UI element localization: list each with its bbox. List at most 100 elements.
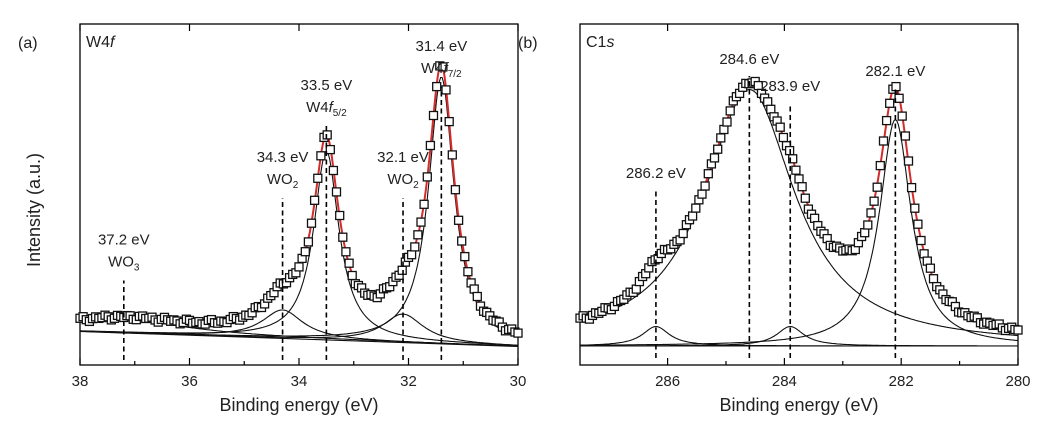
data-point — [444, 116, 454, 127]
data-point — [300, 247, 310, 257]
data-point — [925, 263, 936, 273]
species-subscript: 3 — [134, 263, 140, 274]
species-orbital: f — [444, 60, 450, 77]
data-point — [1013, 325, 1023, 335]
peak-energy-label: 284.6 eV — [719, 51, 779, 68]
peak-species-label: W4f5/2 — [306, 99, 347, 119]
peak-species-label: WO2 — [387, 171, 419, 191]
data-point — [457, 236, 467, 246]
component-peak — [579, 118, 1019, 346]
data-point — [338, 232, 348, 242]
species-subscript: 7/2 — [448, 69, 462, 80]
data-point — [700, 181, 710, 191]
data-point — [687, 211, 698, 221]
x-axis-title: Binding energy (eV) — [719, 395, 878, 415]
data-point — [910, 203, 920, 213]
element-label-orbital: s — [606, 34, 614, 51]
x-tick-label: 38 — [72, 373, 89, 390]
data-point — [406, 250, 417, 260]
data-point — [428, 110, 439, 121]
species-subscript: 5/2 — [333, 108, 347, 119]
x-tick-label: 36 — [181, 373, 198, 390]
peak-species-label: W4f7/2 — [421, 60, 462, 80]
data-point — [897, 111, 907, 121]
plot-frame — [579, 23, 1019, 366]
panel-letter: (a) — [18, 35, 38, 52]
data-point — [328, 165, 339, 176]
species-main: W4 — [306, 99, 329, 116]
data-point — [906, 182, 917, 193]
data-point — [913, 219, 923, 229]
data-point — [438, 62, 448, 72]
data-point — [469, 284, 479, 294]
species-subscript: 2 — [293, 180, 299, 191]
data-point — [719, 124, 729, 135]
data-point — [432, 81, 442, 92]
x-tick-label: 30 — [510, 373, 527, 390]
data-point — [775, 122, 785, 132]
data-point — [794, 174, 804, 184]
x-tick-label: 280 — [1005, 373, 1030, 390]
data-point — [875, 160, 885, 171]
data-point — [788, 154, 798, 164]
peak-energy-label: 34.3 eV — [257, 149, 309, 166]
data-point — [294, 262, 304, 272]
peak-species-label: WO2 — [267, 171, 299, 191]
data-point — [881, 115, 892, 126]
species-main: WO — [267, 171, 293, 188]
data-point — [416, 217, 426, 227]
data-point — [797, 182, 807, 192]
data-point — [413, 230, 423, 240]
data-point — [335, 210, 345, 221]
data-point — [725, 106, 735, 116]
species-main: WO — [387, 171, 413, 188]
data-point — [928, 274, 939, 284]
element-label-main: C1 — [586, 34, 607, 51]
envelope-fit-line — [579, 81, 1019, 331]
element-label: W4f — [86, 34, 116, 51]
peak-energy-label: 283.9 eV — [760, 78, 820, 95]
data-point — [347, 270, 357, 281]
data-point — [325, 144, 335, 155]
data-point — [894, 93, 904, 103]
data-point — [341, 247, 351, 257]
data-point — [306, 218, 317, 228]
peak-energy-label: 31.4 eV — [415, 38, 467, 55]
element-label-main: W4 — [86, 34, 110, 51]
data-point — [631, 284, 641, 294]
species-subscript: 2 — [413, 180, 419, 191]
data-point — [900, 131, 911, 141]
x-tick-label: 32 — [400, 373, 417, 390]
data-point — [763, 97, 773, 107]
y-axis-title: Intensity (a.u.) — [24, 153, 44, 267]
component-peak — [79, 313, 518, 346]
data-point — [425, 140, 436, 151]
data-point — [678, 228, 688, 239]
data-point — [872, 182, 882, 192]
x-tick-label: 34 — [291, 373, 308, 390]
data-point — [472, 291, 482, 302]
data-point — [903, 156, 914, 166]
element-label-orbital: f — [110, 34, 116, 51]
x-tick-label: 286 — [655, 373, 680, 390]
data-point — [791, 165, 801, 175]
data-point — [891, 81, 901, 92]
data-point — [463, 267, 473, 277]
data-point — [397, 265, 407, 275]
data-point — [309, 195, 320, 205]
x-axis-title: Binding energy (eV) — [219, 395, 378, 415]
data-point — [441, 85, 451, 95]
peak-energy-label: 286.2 eV — [626, 165, 686, 182]
component-peak — [580, 325, 1018, 347]
data-point — [303, 237, 314, 247]
data-point — [419, 199, 429, 209]
data-point — [916, 235, 926, 246]
peak-energy-label: 37.2 eV — [98, 232, 150, 249]
x-tick-label: 284 — [772, 373, 797, 390]
data-point — [869, 196, 879, 206]
peak-energy-label: 282.1 eV — [865, 63, 925, 80]
data-point — [450, 185, 461, 195]
data-point — [447, 150, 457, 160]
panel-b-c1s: 286 284 282 280 Binding energy (eV) (b) C1s 286… — [518, 23, 1031, 415]
